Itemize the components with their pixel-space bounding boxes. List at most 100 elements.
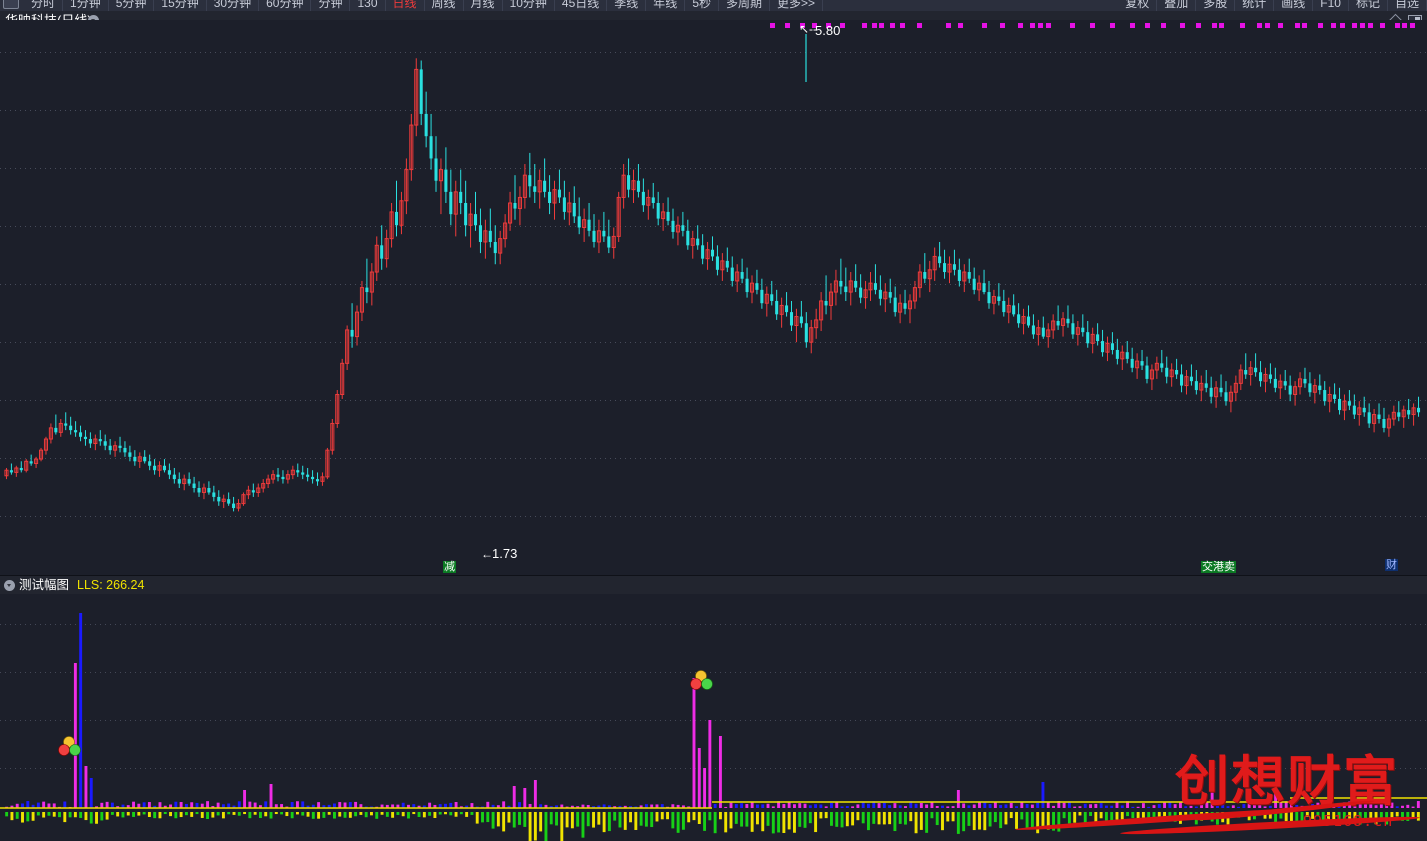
marker-dot bbox=[1340, 23, 1345, 28]
low-price-label: 1.73 bbox=[492, 546, 518, 561]
marker-dot bbox=[1070, 23, 1075, 28]
marker-dot bbox=[1240, 23, 1245, 28]
high-price-label: 5.80 bbox=[815, 23, 841, 38]
marker-dot bbox=[1018, 23, 1023, 28]
marker-dot bbox=[1380, 23, 1385, 28]
gridline bbox=[0, 226, 1427, 227]
toolbar-item-13[interactable]: 季线 bbox=[607, 0, 647, 11]
marker-dot bbox=[1110, 23, 1115, 28]
chevron-down-icon[interactable] bbox=[4, 580, 15, 591]
marker-dot bbox=[1278, 23, 1283, 28]
toolbar-item-more[interactable]: 更多>> bbox=[770, 0, 824, 11]
marker-dot bbox=[872, 23, 877, 28]
toolbar-btn-f10[interactable]: F10 bbox=[1313, 0, 1349, 11]
gridline bbox=[0, 516, 1427, 517]
marker-dot bbox=[1352, 23, 1357, 28]
signal-chip-reduce[interactable]: 减 bbox=[443, 560, 456, 573]
marker-dot bbox=[1295, 23, 1300, 28]
gridline bbox=[0, 624, 1427, 625]
marker-dot bbox=[785, 23, 790, 28]
toolbar-item-0[interactable]: 分时 bbox=[24, 0, 64, 11]
marker-dot bbox=[1331, 23, 1336, 28]
gridline bbox=[0, 342, 1427, 343]
marker-dot bbox=[1145, 23, 1150, 28]
gridline bbox=[0, 768, 1427, 769]
toolbar-item-14[interactable]: 年线 bbox=[646, 0, 686, 11]
low-arrow-icon: ← bbox=[481, 547, 493, 561]
marker-dot bbox=[1219, 23, 1224, 28]
toolbar-item-9[interactable]: 周线 bbox=[425, 0, 464, 11]
marker-dot bbox=[900, 23, 905, 28]
marker-dot bbox=[1402, 23, 1407, 28]
toolbar-btn-draw[interactable]: 画线 bbox=[1274, 0, 1314, 11]
toolbar-btn-mark[interactable]: 标记 bbox=[1349, 0, 1388, 11]
toolbar-item-15[interactable]: 5秒 bbox=[685, 0, 719, 11]
marker-dot bbox=[1180, 23, 1185, 28]
toolbar-item-6[interactable]: 分钟 bbox=[311, 0, 351, 11]
toolbar-item-daily[interactable]: 日线 bbox=[386, 0, 425, 11]
marker-dot bbox=[812, 23, 817, 28]
marker-dot bbox=[862, 23, 867, 28]
marker-dot bbox=[946, 23, 951, 28]
signal-chip-wealth[interactable]: 财 bbox=[1385, 558, 1398, 571]
toolbar-btn-multistock[interactable]: 多股 bbox=[1196, 0, 1236, 11]
high-arrow-icon: ↖-- bbox=[799, 22, 818, 36]
marker-dot bbox=[1410, 23, 1415, 28]
marker-dot bbox=[1212, 23, 1217, 28]
gridline bbox=[0, 400, 1427, 401]
marker-dot bbox=[1000, 23, 1005, 28]
indicator-bar-series bbox=[0, 613, 1427, 841]
toolbar-btn-overlay[interactable]: 叠加 bbox=[1157, 0, 1197, 11]
toolbar-right-group: 复权 叠加 多股 统计 画线 F10 标记 自选 bbox=[1118, 0, 1427, 11]
gridline bbox=[0, 720, 1427, 721]
toolbar-item-2[interactable]: 5分钟 bbox=[109, 0, 155, 11]
marker-dot bbox=[1046, 23, 1051, 28]
gridline bbox=[0, 110, 1427, 111]
indicator-pane[interactable] bbox=[0, 594, 1427, 841]
marker-dot bbox=[826, 23, 831, 28]
marker-dot bbox=[800, 23, 805, 28]
toolbar-item-16[interactable]: 多周期 bbox=[719, 0, 771, 11]
toolbar-item-3[interactable]: 15分钟 bbox=[154, 0, 207, 11]
indicator-header-bar: 测试幅图 LLS: 266.24 bbox=[0, 575, 1427, 595]
toolbar-item-11[interactable]: 10分钟 bbox=[503, 0, 555, 11]
toolbar-item-10[interactable]: 月线 bbox=[464, 0, 503, 11]
gridline bbox=[0, 52, 1427, 53]
gridline bbox=[0, 672, 1427, 673]
toolbar-btn-watchlist[interactable]: 自选 bbox=[1388, 0, 1427, 11]
marker-dot bbox=[890, 23, 895, 28]
toolbar-item-7[interactable]: 130 bbox=[350, 0, 386, 11]
period-toolbar: 分时 1分钟 5分钟 15分钟 30分钟 60分钟 分钟 130 日线 周线 月… bbox=[0, 0, 1427, 12]
toolbar-btn-stats[interactable]: 统计 bbox=[1235, 0, 1275, 11]
marker-dot bbox=[1318, 23, 1323, 28]
marker-dot bbox=[1302, 23, 1307, 28]
toolbar-item-4[interactable]: 30分钟 bbox=[207, 0, 260, 11]
marker-dot bbox=[958, 23, 963, 28]
marker-dot bbox=[917, 23, 922, 28]
candlestick-series bbox=[4, 34, 1421, 512]
marker-dot bbox=[840, 23, 845, 28]
toolbar-left-group: 分时 1分钟 5分钟 15分钟 30分钟 60分钟 分钟 130 日线 周线 月… bbox=[0, 0, 824, 11]
marker-dot bbox=[1360, 23, 1365, 28]
marker-dot bbox=[1161, 23, 1166, 28]
marker-dot bbox=[1257, 23, 1262, 28]
indicator-name: 测试幅图 bbox=[19, 578, 70, 592]
marker-dot bbox=[1265, 23, 1270, 28]
marker-dot bbox=[1368, 23, 1373, 28]
toolbar-item-12[interactable]: 45日线 bbox=[555, 0, 608, 11]
toolbar-item-1[interactable]: 1分钟 bbox=[63, 0, 109, 11]
marker-dot bbox=[982, 23, 987, 28]
signal-chip-sell[interactable]: 交港卖 bbox=[1201, 560, 1236, 573]
marker-dot bbox=[1038, 23, 1043, 28]
window-icon[interactable] bbox=[3, 0, 19, 9]
toolbar-item-5[interactable]: 60分钟 bbox=[259, 0, 312, 11]
gridline bbox=[0, 284, 1427, 285]
marker-dot bbox=[770, 23, 775, 28]
price-chart-pane[interactable]: ↖-- 5.80 ← 1.73 减 交港卖 财 bbox=[0, 20, 1427, 575]
gridline bbox=[0, 168, 1427, 169]
marker-dot bbox=[1030, 23, 1035, 28]
marker-dot bbox=[879, 23, 884, 28]
toolbar-btn-adjust[interactable]: 复权 bbox=[1118, 0, 1158, 11]
marker-dot bbox=[1395, 23, 1400, 28]
